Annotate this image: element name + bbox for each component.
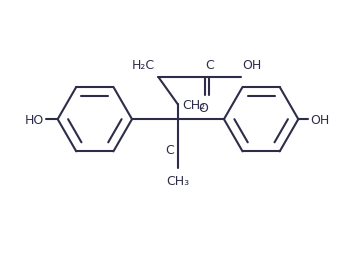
Text: O: O	[198, 101, 208, 114]
Text: CH₃: CH₃	[166, 174, 190, 187]
Text: CH₂: CH₂	[182, 99, 205, 112]
Text: OH: OH	[310, 113, 329, 126]
Text: HO: HO	[25, 113, 44, 126]
Text: C: C	[205, 59, 214, 72]
Text: C: C	[165, 143, 174, 156]
Text: OH: OH	[242, 59, 262, 72]
Text: H₂C: H₂C	[131, 59, 154, 72]
